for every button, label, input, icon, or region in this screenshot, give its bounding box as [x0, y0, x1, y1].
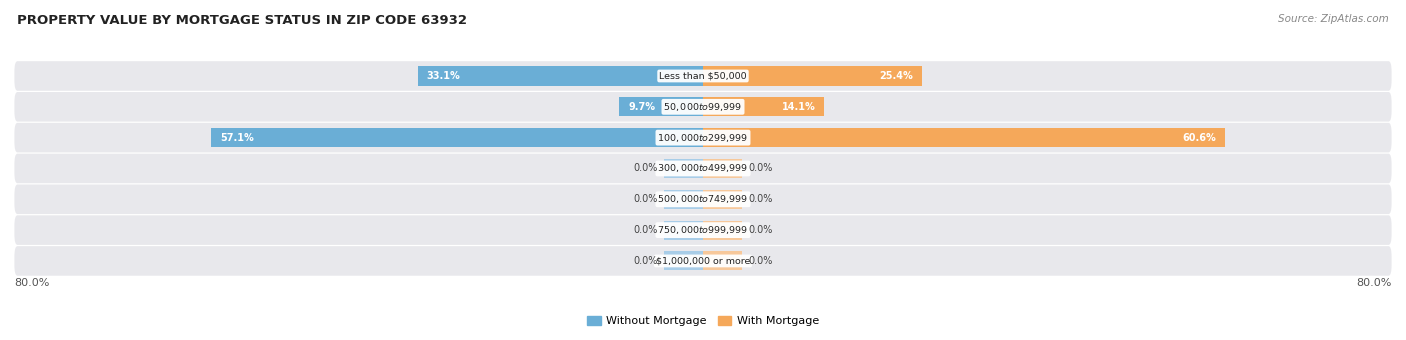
Text: 60.6%: 60.6% [1182, 133, 1216, 143]
Text: 0.0%: 0.0% [633, 194, 658, 204]
FancyBboxPatch shape [14, 92, 1392, 122]
Text: 80.0%: 80.0% [14, 278, 49, 288]
Bar [703, 159, 742, 178]
Text: 9.7%: 9.7% [628, 102, 655, 112]
Bar [703, 66, 922, 86]
Text: 14.1%: 14.1% [782, 102, 815, 112]
Text: $100,000 to $299,999: $100,000 to $299,999 [658, 132, 748, 143]
FancyBboxPatch shape [14, 123, 1392, 152]
Bar [664, 190, 703, 209]
Text: $50,000 to $99,999: $50,000 to $99,999 [664, 101, 742, 113]
Text: 0.0%: 0.0% [633, 164, 658, 173]
FancyBboxPatch shape [14, 61, 1392, 91]
Bar [211, 128, 703, 147]
FancyBboxPatch shape [14, 154, 1392, 183]
Text: Less than $50,000: Less than $50,000 [659, 71, 747, 81]
Text: $1,000,000 or more: $1,000,000 or more [655, 256, 751, 266]
Bar [418, 66, 703, 86]
Bar [703, 190, 742, 209]
Text: Source: ZipAtlas.com: Source: ZipAtlas.com [1278, 14, 1389, 23]
Text: PROPERTY VALUE BY MORTGAGE STATUS IN ZIP CODE 63932: PROPERTY VALUE BY MORTGAGE STATUS IN ZIP… [17, 14, 467, 27]
Text: 80.0%: 80.0% [1357, 278, 1392, 288]
Legend: Without Mortgage, With Mortgage: Without Mortgage, With Mortgage [582, 311, 824, 331]
Text: $300,000 to $499,999: $300,000 to $499,999 [658, 163, 748, 174]
Text: 33.1%: 33.1% [426, 71, 460, 81]
Bar [703, 221, 742, 240]
FancyBboxPatch shape [14, 185, 1392, 214]
Text: 0.0%: 0.0% [748, 225, 773, 235]
Bar [620, 97, 703, 116]
FancyBboxPatch shape [14, 246, 1392, 276]
Text: $750,000 to $999,999: $750,000 to $999,999 [658, 224, 748, 236]
Text: 25.4%: 25.4% [879, 71, 912, 81]
Bar [664, 251, 703, 271]
Text: 0.0%: 0.0% [633, 225, 658, 235]
Text: 0.0%: 0.0% [748, 194, 773, 204]
FancyBboxPatch shape [14, 215, 1392, 245]
Text: 0.0%: 0.0% [748, 256, 773, 266]
Text: 57.1%: 57.1% [219, 133, 253, 143]
Bar [703, 128, 1225, 147]
Bar [664, 221, 703, 240]
Bar [703, 97, 824, 116]
Bar [703, 251, 742, 271]
Text: 0.0%: 0.0% [633, 256, 658, 266]
Text: 0.0%: 0.0% [748, 164, 773, 173]
Text: $500,000 to $749,999: $500,000 to $749,999 [658, 193, 748, 205]
Bar [664, 159, 703, 178]
